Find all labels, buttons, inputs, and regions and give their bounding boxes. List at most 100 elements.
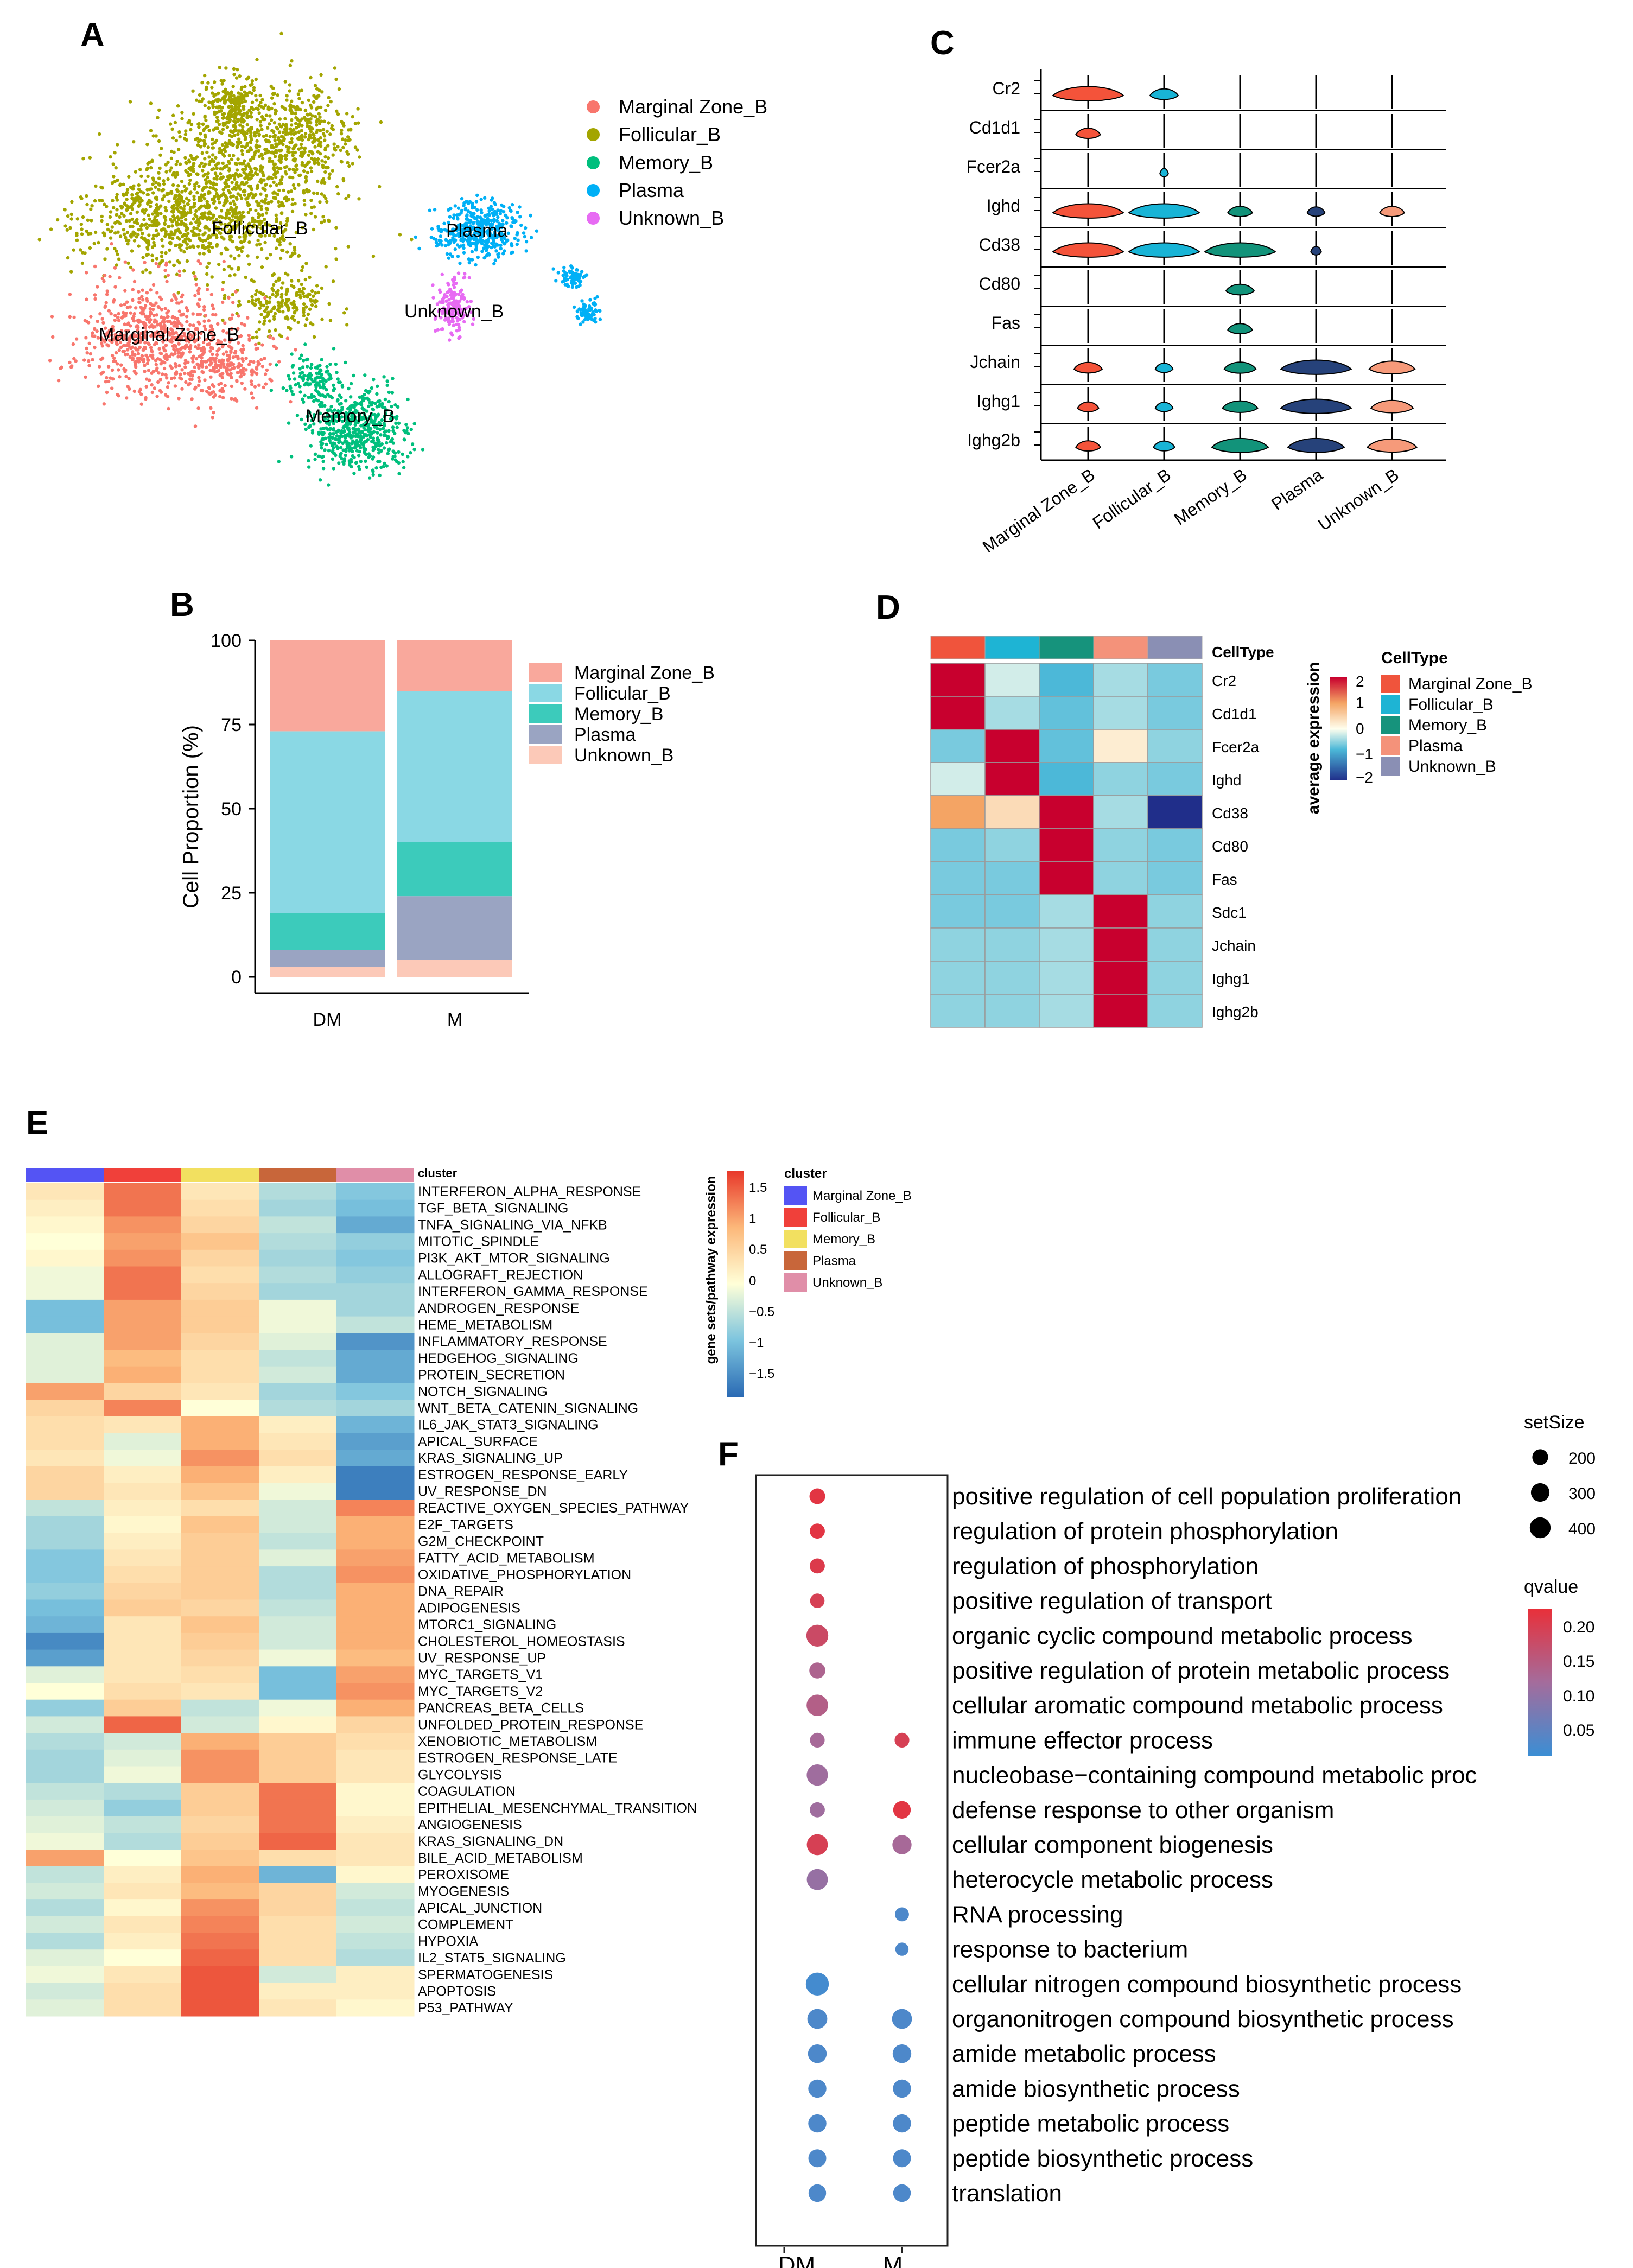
umap-point <box>278 221 283 225</box>
umap-point <box>190 374 194 378</box>
umap-point <box>250 295 254 298</box>
umap-point <box>283 166 287 169</box>
umap-point <box>180 213 184 217</box>
umap-point <box>220 82 224 86</box>
umap-point <box>343 439 347 443</box>
legend-swatch-marginal <box>587 100 600 113</box>
umap-point <box>360 395 364 399</box>
umap-point <box>174 162 178 167</box>
heatmap-e-cell <box>104 1416 182 1433</box>
umap-point <box>205 338 209 341</box>
umap-point <box>275 363 278 367</box>
umap-point <box>440 272 444 276</box>
umap-point <box>221 188 225 192</box>
umap-point <box>284 124 288 128</box>
umap-point <box>93 297 97 301</box>
umap-point <box>258 120 263 124</box>
umap-point <box>353 145 358 149</box>
umap-point <box>346 152 350 156</box>
umap-point <box>383 397 387 402</box>
umap-point <box>447 322 452 326</box>
umap-point <box>141 348 145 352</box>
umap-point <box>494 249 498 253</box>
umap-point <box>146 193 150 196</box>
umap-point <box>88 246 92 250</box>
umap-point <box>272 121 277 125</box>
umap-point <box>274 170 278 174</box>
umap-point <box>435 244 439 248</box>
heatmap-e-cell <box>259 1233 337 1250</box>
umap-point <box>128 355 132 359</box>
heatmap-e-cell <box>26 1249 104 1267</box>
umap-point <box>188 178 192 182</box>
umap-point <box>268 296 272 300</box>
umap-point <box>398 233 402 237</box>
umap-point <box>154 228 158 232</box>
umap-point <box>218 201 221 205</box>
umap-point <box>224 216 227 220</box>
heatmap-e-cell <box>26 1632 104 1650</box>
umap-point <box>523 234 527 239</box>
umap-point <box>261 171 265 175</box>
heatmap-e-cell <box>336 1383 415 1400</box>
umap-point <box>264 211 269 215</box>
umap-point <box>136 198 139 202</box>
heatmap-e-cell <box>104 1299 182 1317</box>
umap-point <box>355 148 359 152</box>
umap-point <box>182 204 187 208</box>
heatmap-e-cell <box>104 1366 182 1383</box>
umap-point <box>274 346 278 350</box>
umap-point <box>179 231 182 235</box>
heatmap-e-cell <box>104 1999 182 2017</box>
umap-point <box>227 216 231 220</box>
umap-point <box>211 313 215 317</box>
legend-label-follicular: Follicular_B <box>619 123 721 145</box>
umap-point <box>123 202 127 206</box>
umap-point <box>195 190 199 195</box>
umap-point <box>321 427 326 430</box>
umap-point <box>223 149 227 153</box>
umap-point <box>133 360 137 364</box>
umap-point <box>103 257 107 261</box>
heatmap-d-cell <box>1147 696 1203 730</box>
umap-point <box>263 230 267 233</box>
umap-point <box>143 179 148 183</box>
umap-point <box>199 193 204 197</box>
umap-point <box>322 119 326 123</box>
umap-point <box>164 232 168 236</box>
umap-point <box>230 327 234 331</box>
umap-point <box>116 392 119 397</box>
umap-point <box>524 226 528 230</box>
umap-point <box>220 235 224 239</box>
umap-point <box>208 369 212 372</box>
umap-point <box>268 160 271 163</box>
umap-point <box>255 131 258 135</box>
umap-point <box>296 92 300 96</box>
umap-point <box>214 156 218 160</box>
umap-point <box>241 125 245 129</box>
umap-point <box>214 363 218 367</box>
umap-point <box>315 97 319 100</box>
umap-point <box>191 205 195 209</box>
umap-point <box>297 183 301 187</box>
umap-point <box>306 365 309 369</box>
umap-point <box>230 313 234 317</box>
umap-point <box>300 269 304 272</box>
umap-point <box>233 273 237 277</box>
umap-point <box>201 97 205 101</box>
umap-point <box>309 366 313 370</box>
umap-point <box>227 112 231 116</box>
umap-point <box>325 365 329 369</box>
umap-point <box>233 125 238 129</box>
umap-point <box>385 379 389 383</box>
umap-point <box>85 297 88 301</box>
umap-point <box>403 438 406 442</box>
umap-point <box>287 421 291 425</box>
umap-point <box>90 204 94 208</box>
umap-point <box>353 402 358 406</box>
umap-point <box>250 188 253 192</box>
umap-point <box>242 159 246 163</box>
umap-point <box>321 459 325 463</box>
umap-point <box>237 299 241 303</box>
umap-point <box>397 472 401 476</box>
